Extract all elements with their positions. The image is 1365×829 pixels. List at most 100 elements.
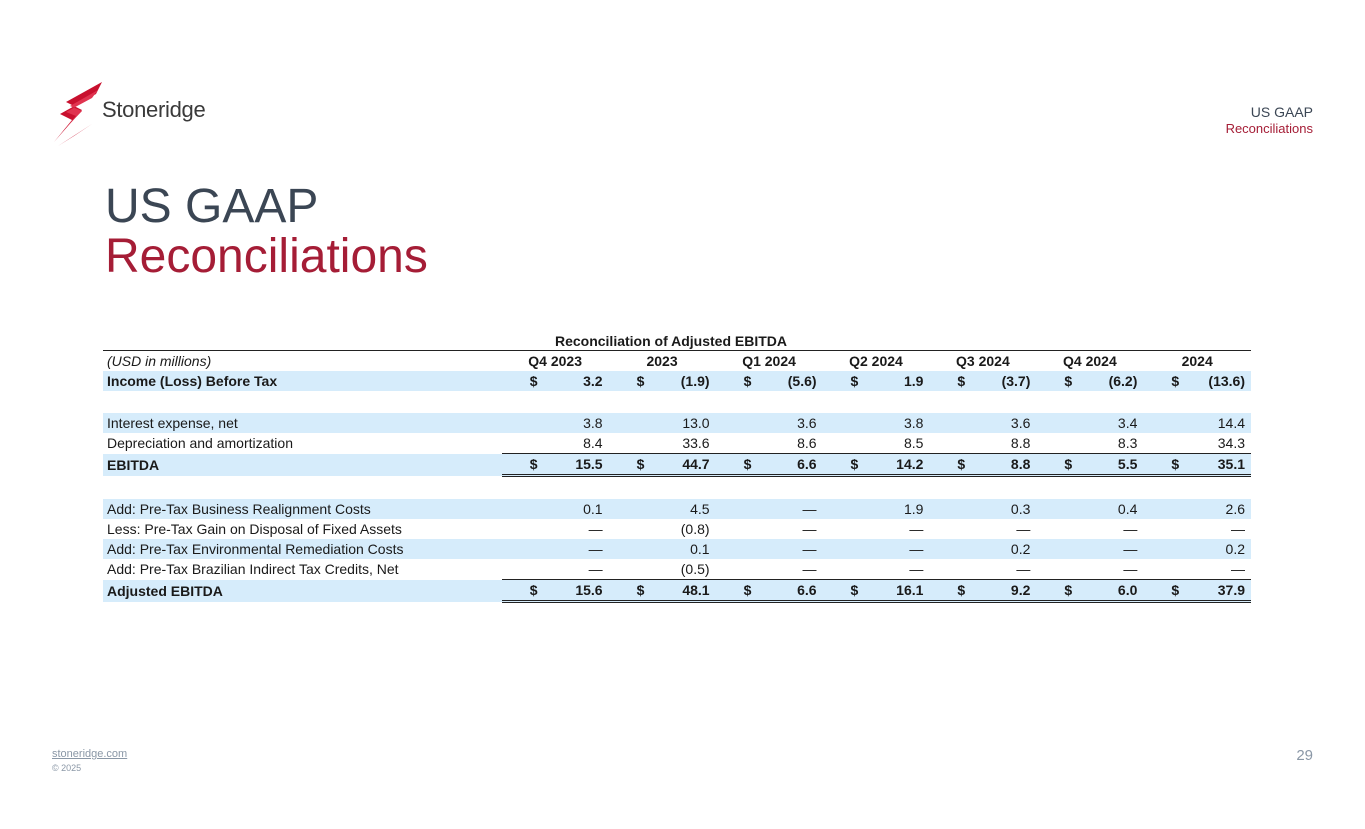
cell-value: $9.2 xyxy=(929,579,1037,603)
table-row: Add: Pre-Tax Brazilian Indirect Tax Cred… xyxy=(103,559,1251,580)
column-header: Q2 2024 xyxy=(822,350,930,371)
cell-value: $5.5 xyxy=(1036,453,1144,477)
cell-value: $ (1.9) xyxy=(608,371,716,391)
section-label: US GAAP Reconciliations xyxy=(1226,104,1313,137)
column-header: 2023 xyxy=(608,350,716,371)
amount: 48.1 xyxy=(682,582,710,598)
column-header: Q4 2024 xyxy=(1036,350,1144,371)
cell-value: $ (6.2) xyxy=(1036,371,1144,391)
dollar-sign: $ xyxy=(850,582,859,598)
row-label: Interest expense, net xyxy=(103,413,502,433)
dollar-sign: $ xyxy=(636,582,645,598)
dollar-sign: $ xyxy=(957,456,966,472)
amount: 6.6 xyxy=(797,582,817,598)
spacer-row xyxy=(103,391,1251,413)
dollar-sign: $ xyxy=(1171,373,1180,389)
cell-value: 0.2 xyxy=(1143,539,1251,559)
table-title: Reconciliation of Adjusted EBITDA xyxy=(554,333,788,349)
spacer-row xyxy=(103,476,1251,500)
cell-value: $1.9 xyxy=(822,371,930,391)
row-label: Depreciation and amortization xyxy=(107,435,293,452)
dollar-sign: $ xyxy=(743,582,752,598)
cell-value: $14.2 xyxy=(822,453,930,477)
section-label-line1: US GAAP xyxy=(1250,104,1313,120)
cell-value: — xyxy=(822,539,930,559)
stoneridge-logo: Stoneridge xyxy=(52,80,212,148)
amount: 8.8 xyxy=(1010,456,1031,472)
dollar-sign: $ xyxy=(957,373,966,389)
cell-value: $15.5 xyxy=(501,453,609,477)
table-row: Income (Loss) Before Tax $3.2 $ (1.9) $ (5.6)… xyxy=(103,371,1251,391)
cell-value: $6.6 xyxy=(715,579,823,603)
cell-value: 8.3 xyxy=(1036,433,1144,454)
amount: 3.2 xyxy=(583,373,603,389)
amount: 37.9 xyxy=(1217,582,1245,598)
cell-value: 0.3 xyxy=(929,499,1037,519)
row-label: Less: Pre-Tax Gain on Disposal of Fixed … xyxy=(107,521,402,537)
table-row: Add: Pre-Tax Environmental Remediation C… xyxy=(103,539,1251,559)
amount: 44.7 xyxy=(682,456,710,472)
cell-value: 8.8 xyxy=(929,433,1037,454)
ebitda-table: (USD in millions) Q4 2023 2023 Q1 2024 Q… xyxy=(103,350,1251,603)
cell-value: 2.6 xyxy=(1143,499,1251,519)
dollar-sign: $ xyxy=(743,456,752,472)
cell-value: — xyxy=(822,559,930,580)
dollar-sign: $ xyxy=(1064,373,1073,389)
cell-value: — xyxy=(1036,559,1144,580)
cell-value: 3.8 xyxy=(822,413,930,433)
table-row: Interest expense, net 3.8 13.0 3.6 3.8 3.6 3.4… xyxy=(103,413,1251,433)
dollar-sign: $ xyxy=(636,373,645,389)
amount: 35.1 xyxy=(1217,456,1245,472)
dollar-sign: $ xyxy=(743,373,752,389)
cell-value: 14.4 xyxy=(1143,413,1251,433)
table-row: Adjusted EBITDA $15.6 $48.1 $6.6 $16.1 $9.2 $6… xyxy=(103,579,1251,603)
amount: (6.2) xyxy=(1108,373,1138,389)
table-header-row: (USD in millions) Q4 2023 2023 Q1 2024 Q… xyxy=(103,350,1251,371)
table-row: Add: Pre-Tax Business Realignment Costs 0… xyxy=(103,499,1251,519)
cell-value: $6.0 xyxy=(1036,579,1144,603)
column-header: 2024 xyxy=(1143,350,1251,371)
cell-value: — xyxy=(1036,539,1144,559)
cell-value: — xyxy=(588,521,603,537)
cell-value: $ (13.6) xyxy=(1143,371,1251,391)
cell-value: 8.6 xyxy=(715,433,823,454)
dollar-sign: $ xyxy=(636,456,645,472)
dollar-sign: $ xyxy=(850,456,859,472)
amount: (13.6) xyxy=(1208,373,1245,389)
cell-value: $48.1 xyxy=(608,579,716,603)
cell-value: $ (5.6) xyxy=(715,371,823,391)
page-title-line2: Reconciliations xyxy=(105,230,428,283)
row-label: Add: Pre-Tax Business Realignment Costs xyxy=(103,499,502,519)
amount: (5.6) xyxy=(787,373,817,389)
cell-value: — xyxy=(715,559,823,580)
page-title-line1: US GAAP xyxy=(105,180,319,233)
column-header: Q3 2024 xyxy=(929,350,1037,371)
page-title: US GAAP Reconciliations xyxy=(105,182,428,282)
cell-value: 8.5 xyxy=(822,433,930,454)
dollar-sign: $ xyxy=(957,582,966,598)
dollar-sign: $ xyxy=(529,582,538,598)
cell-value: — xyxy=(1016,521,1031,537)
amount: 6.0 xyxy=(1117,582,1138,598)
dollar-sign: $ xyxy=(850,373,859,389)
website-link[interactable]: stoneridge.com xyxy=(52,748,128,760)
cell-value: 4.5 xyxy=(608,499,716,519)
cell-value: $37.9 xyxy=(1143,579,1251,603)
amount: 14.2 xyxy=(896,456,924,472)
amount: 6.6 xyxy=(797,456,817,472)
cell-value: (0.8) xyxy=(680,521,710,537)
dollar-sign: $ xyxy=(529,373,538,389)
cell-value: — xyxy=(1143,559,1251,580)
cell-value: 0.1 xyxy=(501,499,609,519)
cell-value: 34.3 xyxy=(1143,433,1251,454)
cell-value: 8.4 xyxy=(501,433,609,454)
table-row: Less: Pre-Tax Gain on Disposal of Fixed … xyxy=(103,519,1251,539)
cell-value: — xyxy=(929,559,1037,580)
cell-value: 33.6 xyxy=(608,433,716,454)
cell-value: — xyxy=(1123,521,1138,537)
cell-value: $15.6 xyxy=(501,579,609,603)
cell-value: — xyxy=(1231,521,1245,537)
table-row: EBITDA $15.5 $44.7 $6.6 $14.2 $8.8 $5.5 $35.1 xyxy=(103,453,1251,477)
dollar-sign: $ xyxy=(1064,456,1073,472)
amount: 15.5 xyxy=(575,456,603,472)
